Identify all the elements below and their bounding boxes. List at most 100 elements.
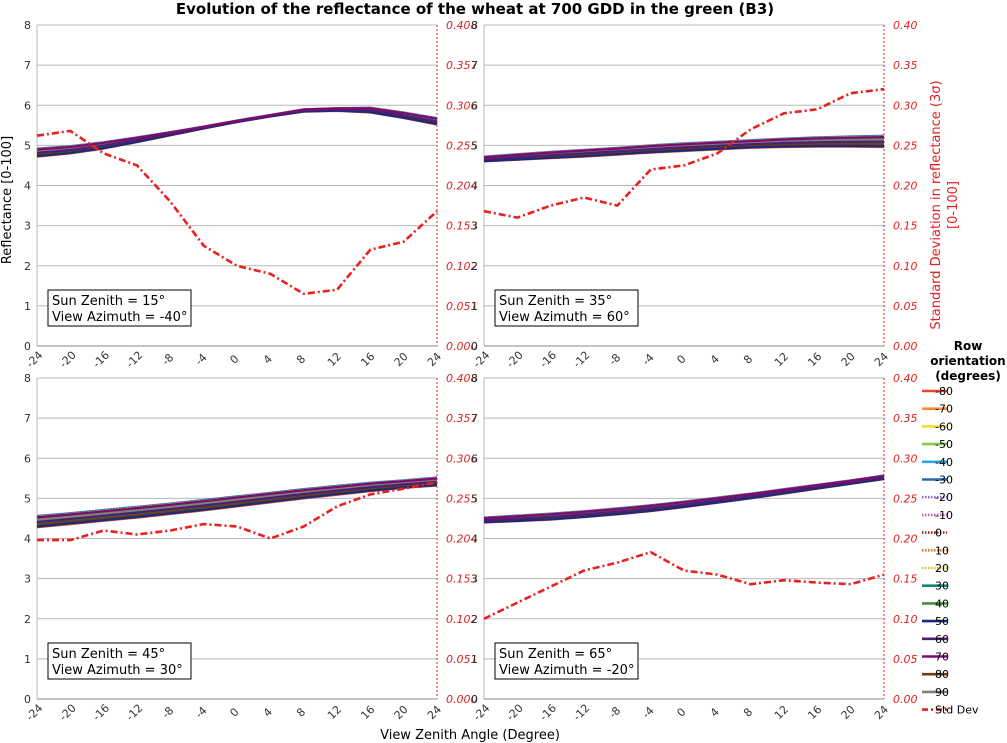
series-line-row-20 (483, 474, 885, 519)
y-tick-label: 0 (24, 693, 31, 706)
y2-tick-label: 0.35 (893, 59, 918, 72)
y-tick-label: 0 (471, 340, 478, 353)
series-line-std-dev (36, 129, 438, 296)
x-tick-label: -8 (606, 351, 623, 368)
x-tick-label: -4 (640, 704, 657, 721)
legend-label--60: -60 (935, 420, 953, 433)
y-tick-label: 4 (24, 180, 31, 193)
x-tick-label: 20 (392, 703, 411, 722)
legend-label-80: 80 (935, 668, 949, 681)
legend-label-60: 60 (935, 633, 949, 646)
y-tick-label: 1 (24, 300, 31, 313)
y2-tick-label: 0.051 (446, 300, 478, 313)
y2-tick-label: 0.15 (893, 220, 918, 233)
legend-label-0: 0 (935, 527, 942, 540)
y-tick-label: 2 (471, 613, 478, 626)
x-tick-label: 16 (805, 703, 824, 722)
annotation-box (47, 642, 192, 680)
x-tick-label: 20 (839, 350, 858, 369)
y2-tick-label: 0.20 (893, 180, 918, 193)
y-tick-label: 6 (471, 99, 478, 112)
x-tick-label: 0 (227, 705, 241, 719)
y2-tick-label: 0.05 (893, 653, 918, 666)
y-tick-label: 8 (471, 372, 478, 385)
legend-label--10: -10 (935, 509, 953, 522)
y2-tick-label: 0.10 (893, 260, 918, 273)
series-line-row-70 (483, 474, 885, 520)
y2-tick-label: 0.153 (446, 220, 478, 233)
x-tick-label: -20 (57, 349, 79, 371)
series-line-std-dev (37, 481, 438, 542)
y-tick-label: 8 (24, 19, 31, 32)
panel-4: 0123456780.000.050.100.150.200.250.300.3… (471, 372, 918, 723)
x-tick-label: 4 (708, 705, 722, 719)
legend-label-Std Dev: Std Dev (935, 704, 979, 717)
x-tick-label: 8 (741, 705, 755, 719)
annotation-view-azimuth: View Azimuth = 30° (52, 663, 183, 678)
annotation-box (494, 642, 639, 680)
y-tick-label: 5 (471, 139, 478, 152)
y-tick-label: 3 (471, 220, 478, 233)
y-tick-label: 5 (471, 492, 478, 505)
x-tick-label: -16 (90, 702, 112, 724)
x-tick-label: -12 (571, 349, 593, 371)
x-tick-label: 4 (261, 705, 275, 719)
x-tick-label: 4 (708, 352, 722, 366)
series-line-row-90 (36, 479, 438, 522)
x-tick-label: -4 (640, 351, 657, 368)
y2-tick-label: 0.000 (446, 693, 478, 706)
y-tick-label: 3 (471, 573, 478, 586)
annotation-view-azimuth: View Azimuth = 60° (499, 310, 630, 325)
x-tick-label: -16 (537, 349, 559, 371)
series-line-row-60 (36, 480, 438, 524)
x-tick-label: -12 (124, 349, 146, 371)
y-tick-label: 2 (471, 260, 478, 273)
y2-tick-label: 0.25 (893, 492, 918, 505)
series-line-row-70 (483, 136, 885, 159)
annotation-view-azimuth: View Azimuth = -40° (52, 310, 187, 325)
series-line-row-80 (36, 482, 438, 526)
y-tick-label: 2 (24, 260, 31, 273)
x-tick-label: 8 (741, 352, 755, 366)
series-line-std-dev (483, 550, 885, 620)
y2-tick-label: 0.051 (446, 653, 478, 666)
legend-label--20: -20 (935, 491, 953, 504)
y-axis-label: Reflectance [0-100] (0, 136, 15, 264)
x-tick-label: 12 (772, 703, 791, 722)
legend-label--50: -50 (935, 438, 953, 451)
x-tick-label: 12 (772, 350, 791, 369)
legend-label-50: 50 (935, 615, 949, 628)
series-line-row-70 (36, 107, 438, 151)
y2-tick-label: 0.255 (446, 492, 478, 505)
legend-label-20: 20 (935, 562, 949, 575)
legend-label--30: -30 (935, 474, 953, 487)
y-tick-label: 0 (471, 693, 478, 706)
x-tick-label: 24 (425, 350, 444, 369)
legend-label--40: -40 (935, 456, 953, 469)
y-tick-label: 0 (24, 340, 31, 353)
y-tick-label: 6 (24, 99, 31, 112)
x-tick-label: 16 (358, 350, 377, 369)
series-line-row-60 (36, 108, 438, 154)
y2-tick-label: 0.40 (893, 372, 918, 385)
x-tick-label: -16 (90, 349, 112, 371)
x-tick-label: 20 (392, 350, 411, 369)
legend-label-30: 30 (935, 580, 949, 593)
y2-tick-label: 0.15 (893, 573, 918, 586)
x-tick-label: -4 (193, 704, 210, 721)
legend-label-10: 10 (935, 544, 949, 557)
x-tick-label: 0 (674, 705, 688, 719)
y2-tick-label: 0.35 (893, 412, 918, 425)
y2-tick-label: 0.357 (446, 412, 478, 425)
series-line-row-60 (483, 476, 885, 522)
x-tick-label: -8 (606, 704, 623, 721)
x-tick-label: -12 (571, 702, 593, 724)
panel-2: 0123456780.000.050.100.150.200.250.300.3… (471, 19, 918, 370)
y2-tick-label: 0.20 (893, 533, 918, 546)
y-tick-label: 4 (471, 533, 478, 546)
x-tick-label: -20 (57, 702, 79, 724)
y-tick-label: 7 (471, 59, 478, 72)
x-tick-label: 20 (839, 703, 858, 722)
y2-tick-label: 0.10 (893, 613, 918, 626)
